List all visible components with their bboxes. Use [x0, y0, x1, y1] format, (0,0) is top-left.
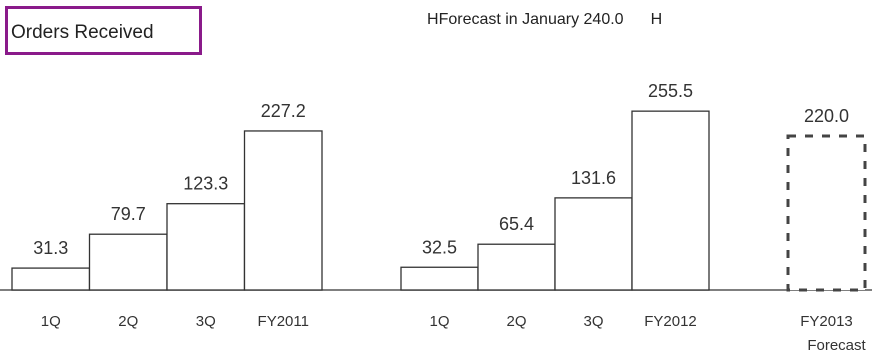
bar	[400, 266, 479, 291]
category-tick-label: FY2012	[644, 313, 697, 330]
annotation-text: Forecast in January 240.0	[438, 11, 624, 28]
forecast-bar	[786, 134, 867, 292]
value-label: 227.2	[261, 101, 306, 121]
category-tick-label: 1Q	[41, 313, 61, 330]
bar	[477, 243, 556, 291]
category-tick-label: FY2011	[258, 313, 309, 330]
annotation-mark-start: H	[427, 11, 439, 28]
value-label: 31.3	[33, 238, 68, 258]
value-label: 123.3	[183, 174, 228, 194]
forecast-annotation: HForecast in January 240.0 H	[427, 11, 662, 29]
annotation-mark-end: H	[650, 11, 663, 28]
category-tick-label: 2Q	[506, 313, 526, 330]
chart-title: Orders Received	[11, 22, 154, 43]
bar	[631, 110, 710, 291]
value-label: 220.0	[804, 106, 849, 126]
chart-title-box	[5, 6, 202, 55]
category-tick-label: FY2013	[800, 313, 853, 330]
category-tick-label: Forecast	[807, 337, 866, 354]
value-label: 32.5	[422, 237, 457, 257]
value-label: 65.4	[499, 214, 534, 234]
value-label: 255.5	[648, 81, 693, 101]
value-label: 131.6	[571, 168, 616, 188]
category-tick-label: 3Q	[196, 313, 216, 330]
category-tick-label: 2Q	[118, 313, 138, 330]
bar	[166, 203, 246, 291]
bar	[88, 233, 168, 291]
category-tick-label: 1Q	[429, 313, 449, 330]
value-label: 79.7	[111, 204, 146, 224]
bar	[554, 197, 633, 291]
bar	[11, 267, 91, 291]
category-tick-label: 3Q	[583, 313, 603, 330]
bar	[243, 130, 323, 291]
